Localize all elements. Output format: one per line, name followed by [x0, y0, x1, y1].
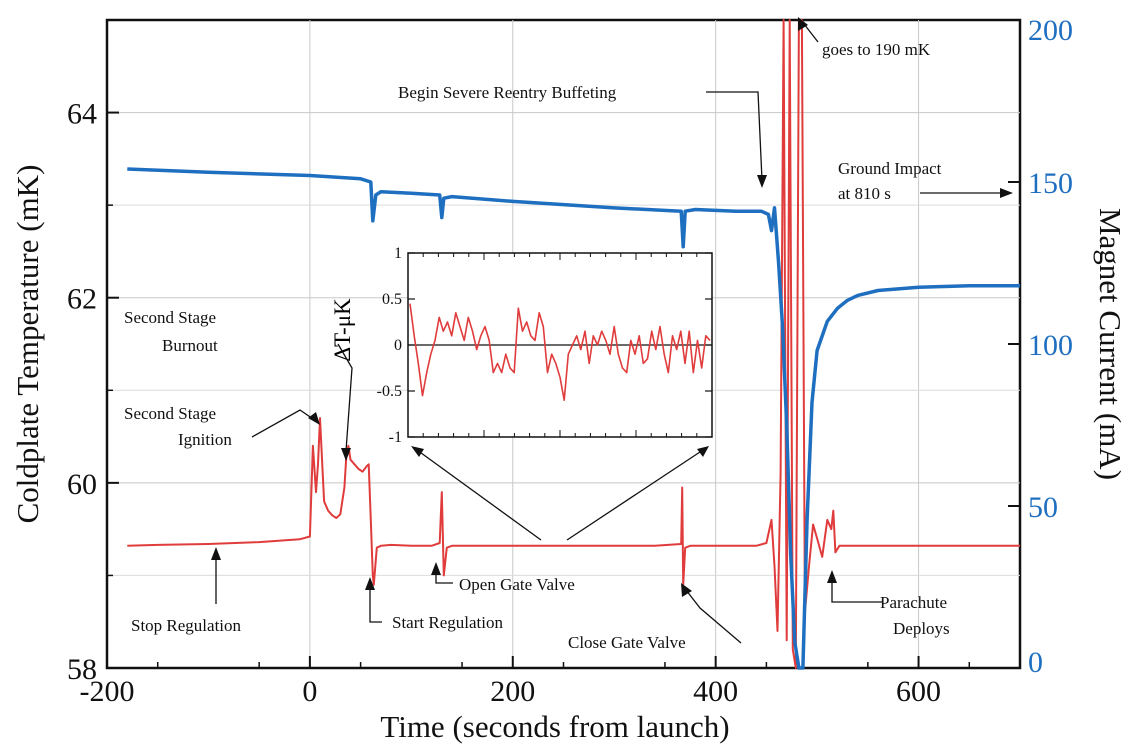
- annotation-ground-impact-line2: at 810 s: [838, 184, 891, 203]
- inset-series: [409, 303, 711, 402]
- axis-ticks: -200 0 200 400 600 58 60 62 64 0 50 100 150 200: [67, 14, 1073, 708]
- inset-chart: 10.50-0.5-1 ΔT-μK: [330, 245, 713, 446]
- arrow-start-regulation: [369, 585, 382, 623]
- y-left-tick-label: 58: [67, 653, 97, 686]
- annotation-close-gate-valve: Close Gate Valve: [568, 633, 686, 652]
- annotation-190mk: goes to 190 mK: [822, 40, 931, 59]
- annotation-reentry: Begin Severe Reentry Buffeting: [398, 83, 617, 102]
- y-axis-left-label: Coldplate Temperature (mK): [10, 165, 45, 524]
- y-left-tick-label: 64: [67, 98, 97, 131]
- annotation-ground-impact-line1: Ground Impact: [838, 159, 942, 178]
- annotations: Second Stage Burnout Second Stage Igniti…: [124, 40, 950, 652]
- inset-y-tick-label: -1: [389, 429, 402, 446]
- temperature-series: [127, 19, 1020, 669]
- annotation-stop-regulation: Stop Regulation: [131, 616, 242, 635]
- x-tick-label: 200: [490, 675, 535, 708]
- annotation-burnout-line2: Burnout: [162, 336, 218, 355]
- annotation-burnout-line1: Second Stage: [124, 308, 216, 327]
- annotation-parachute-line2: Deploys: [893, 619, 950, 638]
- x-tick-label: 0: [302, 675, 317, 708]
- arrow-inset-left: [416, 449, 542, 541]
- inset-ticks: 1 0.5 0 -0.5 -1: [377, 245, 712, 446]
- x-tick-label: -200: [80, 675, 135, 708]
- annotation-parachute-line1: Parachute: [880, 593, 947, 612]
- x-tick-label: 400: [693, 675, 738, 708]
- annotation-start-regulation: Start Regulation: [392, 613, 503, 632]
- x-tick-label: 600: [896, 675, 941, 708]
- annotation-ignition-line2: Ignition: [178, 430, 232, 449]
- temperature-line: [127, 19, 1020, 669]
- arrow-reentry: [706, 91, 763, 181]
- arrow-190mk: [803, 23, 819, 43]
- current-series: [127, 167, 1020, 670]
- inset-y-tick-label: 1: [394, 245, 402, 262]
- arrow-burnout: [337, 343, 353, 452]
- arrow-parachute: [831, 578, 882, 603]
- y-axis-right-label: Magnet Current (mA): [1093, 208, 1125, 480]
- arrow-inset-right: [566, 449, 704, 541]
- y-right-tick-label: 50: [1028, 491, 1058, 524]
- y-right-tick-label: 0: [1028, 646, 1043, 679]
- y-right-tick-label: 150: [1028, 167, 1073, 200]
- arrow-close-gate-valve: [685, 589, 742, 644]
- y-right-tick-label: 100: [1028, 329, 1073, 362]
- inset-y-tick-label: 0.5: [382, 291, 402, 308]
- x-axis-label: Time (seconds from launch): [380, 709, 729, 744]
- inset-y-tick-label: -0.5: [377, 383, 402, 400]
- current-line: [127, 167, 1020, 670]
- arrow-ignition: [251, 409, 317, 438]
- y-left-tick-label: 60: [67, 468, 97, 501]
- annotation-arrowheads: [211, 17, 1013, 597]
- inset-y-tick-label: 0: [394, 337, 402, 354]
- inset-line: [409, 303, 711, 402]
- annotation-open-gate-valve: Open Gate Valve: [459, 575, 575, 594]
- y-right-tick-label: 200: [1028, 14, 1073, 47]
- y-left-tick-label: 62: [67, 283, 97, 316]
- annotation-ignition-line1: Second Stage: [124, 404, 216, 423]
